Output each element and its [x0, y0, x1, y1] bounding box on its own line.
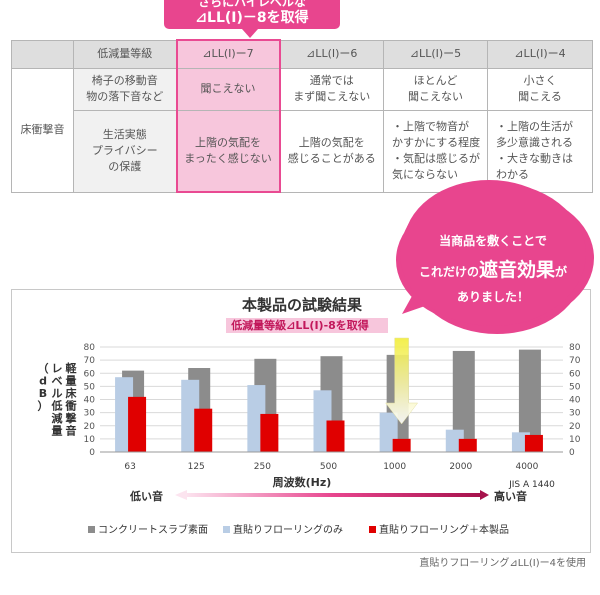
- bar-concrete-4000: [518, 349, 541, 452]
- header-grade-5: ⊿LL(Ⅰ)ー5: [383, 39, 488, 69]
- bar-flooring-product-500: [326, 420, 345, 452]
- bar-flooring-product-4000: [524, 434, 543, 452]
- y-axis-label-char: 音: [66, 424, 77, 438]
- bubble-line2: これだけの遮音効果が: [400, 255, 586, 282]
- x-axis-label: 周波数(Hz): [273, 475, 332, 489]
- y-axis-label-char: 撃: [66, 411, 77, 425]
- legend-label: 直貼りフローリング＋本製品: [379, 523, 509, 536]
- y-tick-right: 30: [569, 409, 581, 419]
- y-tick-right: 0: [569, 448, 575, 458]
- x-tick-label: 63: [124, 462, 135, 472]
- gradient-left-arrow: [175, 490, 187, 500]
- banner-pointer: [242, 29, 258, 38]
- cell-grade4-privacy: ・上階の生活が 多少意識される ・大きな動きは わかる: [487, 109, 593, 193]
- bar-concrete-2000: [452, 350, 475, 452]
- banner-line1: さらにハイレベルな: [198, 0, 306, 9]
- chart-frame: [11, 289, 591, 553]
- y-axis-label-char: ）: [38, 400, 49, 413]
- chart-title: 本製品の試験結果: [242, 296, 363, 314]
- y-axis-label-char: 減: [52, 411, 63, 425]
- cell-grade6-sound: 通常では まず聞こえない: [279, 67, 384, 111]
- banner-line2: ⊿LL(Ⅰ)－8を取得: [195, 10, 309, 26]
- y-axis-label-char: 量: [66, 375, 77, 388]
- frequency-gradient-bar: [185, 493, 481, 497]
- bar-flooring-product-2000: [458, 438, 477, 452]
- y-tick-left: 70: [84, 356, 96, 366]
- bubble-line3: ありました！: [456, 290, 529, 304]
- chart-subtitle: 低減量等級⊿LL(Ⅰ)-8を取得: [230, 318, 369, 332]
- y-axis-label-char: 軽: [66, 361, 78, 375]
- y-tick-right: 80: [569, 343, 581, 353]
- y-axis-label-char: ベ: [52, 375, 63, 388]
- bubble-highlight: 遮音効果: [478, 259, 555, 281]
- y-tick-right: 20: [569, 422, 581, 432]
- bar-flooring-product-250: [260, 413, 279, 452]
- y-axis-label-char: ル: [52, 387, 63, 400]
- row-label-impact-sound: 椅子の移動音 物の落下音など: [73, 67, 177, 111]
- gradient-right-arrow: [480, 490, 489, 500]
- subtitle-background: [226, 318, 388, 333]
- legend-swatch: [223, 526, 230, 533]
- y-axis-label-char: レ: [52, 362, 63, 375]
- y-axis-label-char: （: [38, 362, 49, 375]
- y-tick-right: 60: [569, 369, 581, 379]
- header-grade-4: ⊿LL(Ⅰ)ー4: [487, 39, 593, 69]
- legend-label: 直貼りフローリングのみ: [233, 523, 343, 536]
- low-sound-label: 低い音: [129, 489, 163, 503]
- x-tick-label: 2000: [449, 462, 472, 472]
- y-tick-left: 40: [84, 396, 96, 406]
- jis-annotation: JIS A 1440: [508, 480, 555, 490]
- top-banner: さらにハイレベルな ⊿LL(Ⅰ)－8を取得: [164, 0, 340, 29]
- reduction-arrow-icon: [385, 337, 419, 425]
- x-tick-label: 500: [320, 462, 337, 472]
- x-tick-label: 250: [254, 462, 271, 472]
- header-corner: [11, 39, 74, 69]
- y-axis-label-char: B: [39, 387, 47, 400]
- legend-label: コンクリートスラブ素面: [98, 523, 208, 536]
- bar-flooring-product-125: [194, 408, 213, 452]
- y-tick-left: 80: [84, 343, 96, 353]
- legend-swatch: [88, 526, 95, 533]
- y-tick-left: 10: [84, 435, 96, 445]
- cell-grade7-privacy: 上階の気配を まったく感じない: [175, 109, 281, 193]
- y-axis-label-char: 衝: [65, 399, 77, 413]
- footnote: 直貼りフローリング⊿LL(Ⅰ)ー4を使用: [419, 558, 586, 569]
- y-tick-left: 20: [84, 422, 96, 432]
- y-tick-right: 40: [569, 396, 581, 406]
- cell-grade6-privacy: 上階の気配を 感じることがある: [279, 109, 384, 193]
- bubble-line2-post: が: [555, 265, 568, 279]
- row-label-privacy: 生活実態 プライバシー の保護: [73, 109, 177, 193]
- bar-flooring-product-63: [128, 396, 147, 452]
- category-floor-impact: 床衝撃音: [11, 67, 74, 193]
- callout-bubble: 当商品を敷くことで これだけの遮音効果が ありました！: [380, 180, 600, 350]
- y-tick-left: 50: [84, 382, 96, 392]
- legend-swatch: [369, 526, 376, 533]
- cell-grade5-privacy: ・上階で物音が かすかにする程度 ・気配は感じるが 気にならない: [383, 109, 488, 193]
- bar-flooring-product-1000: [392, 438, 411, 452]
- y-axis-label-char: 量: [52, 425, 63, 438]
- y-tick-right: 50: [569, 382, 581, 392]
- header-grade-6: ⊿LL(Ⅰ)ー6: [279, 39, 384, 69]
- grade-table: 低減量等級 ⊿LL(Ⅰ)ー7 ⊿LL(Ⅰ)ー6 ⊿LL(Ⅰ)ー5 ⊿LL(Ⅰ)ー…: [11, 39, 593, 193]
- y-tick-right: 70: [569, 356, 581, 366]
- bubble-line1: 当商品を敷くことで: [439, 234, 547, 248]
- high-sound-label: 高い音: [494, 489, 527, 503]
- cell-grade7-sound: 聞こえない: [175, 67, 281, 111]
- y-axis-label-char: 床: [66, 386, 78, 400]
- x-tick-label: 4000: [515, 462, 538, 472]
- y-axis-label-char: 低: [51, 399, 63, 413]
- bubble-body: 当商品を敷くことで これだけの遮音効果が ありました！: [400, 182, 586, 326]
- y-tick-left: 0: [89, 448, 95, 458]
- y-tick-left: 60: [84, 369, 96, 379]
- x-tick-label: 1000: [383, 462, 406, 472]
- y-axis-label-char: d: [39, 375, 47, 388]
- cell-grade4-sound: 小さく 聞こえる: [487, 67, 593, 111]
- y-tick-left: 30: [84, 409, 96, 419]
- y-tick-right: 10: [569, 435, 581, 445]
- header-grade-7: ⊿LL(Ⅰ)ー7: [175, 39, 281, 69]
- x-tick-label: 125: [188, 462, 205, 472]
- bubble-line2-pre: これだけの: [418, 265, 479, 279]
